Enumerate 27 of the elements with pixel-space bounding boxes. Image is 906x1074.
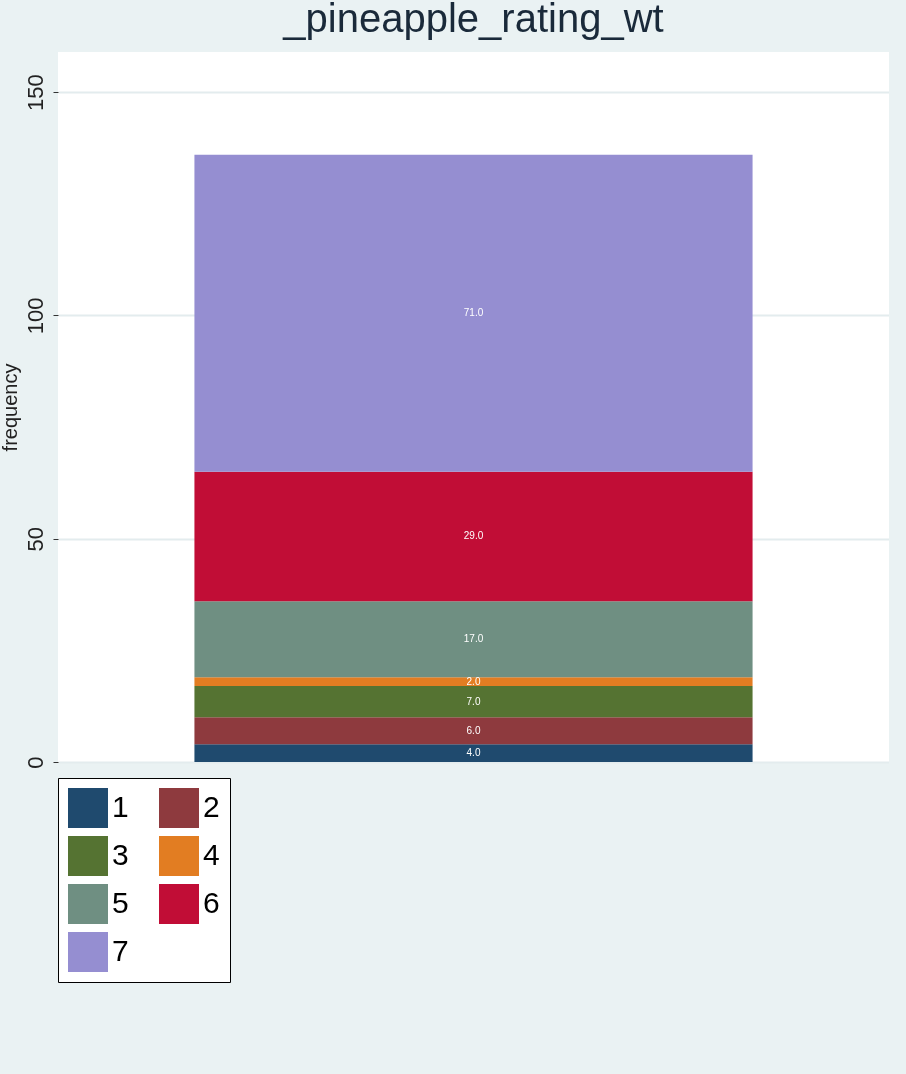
data-label: 6.0 xyxy=(466,724,481,736)
data-label: 7.0 xyxy=(466,695,481,707)
y-tick-label: 50 xyxy=(22,526,48,552)
data-label: 71.0 xyxy=(463,307,484,319)
chart-title: _pineapple_rating_wt xyxy=(282,0,664,40)
bar xyxy=(194,601,753,678)
legend-label: 3 xyxy=(112,838,129,871)
data-label: 29.0 xyxy=(463,530,484,542)
bar xyxy=(194,154,753,472)
legend-label: 6 xyxy=(203,886,220,919)
y-tick-label: 100 xyxy=(22,297,48,335)
legend-label: 7 xyxy=(112,934,129,967)
data-label: 4.0 xyxy=(466,747,481,759)
y-axis-title: frequency xyxy=(0,363,21,452)
bar xyxy=(194,471,753,602)
bar xyxy=(194,744,753,762)
legend-label: 2 xyxy=(203,790,220,823)
bar xyxy=(194,677,753,687)
y-tick-label: 150 xyxy=(22,74,48,112)
data-label: 2.0 xyxy=(466,675,481,687)
legend-label: 1 xyxy=(112,790,129,823)
legend-label: 4 xyxy=(203,838,220,871)
bar xyxy=(194,686,753,718)
data-label: 17.0 xyxy=(463,633,484,645)
legend-label: 5 xyxy=(112,886,129,919)
bar xyxy=(194,717,753,745)
y-tick-label: 0 xyxy=(22,756,48,769)
